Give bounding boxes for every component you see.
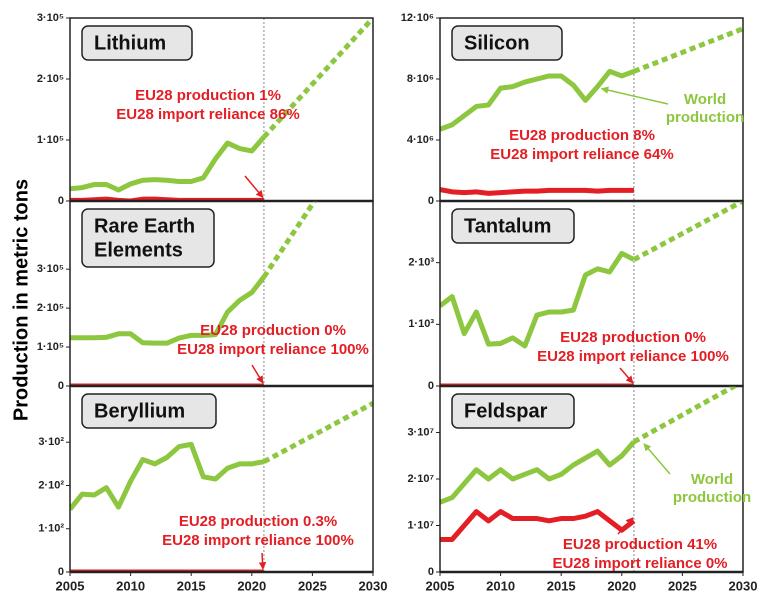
annotation: EU28 production 41% bbox=[563, 536, 717, 553]
y-tick-label: 0 bbox=[58, 566, 64, 578]
annotation: EU28 production 0.3% bbox=[179, 513, 337, 530]
y-tick-label: 2·10⁵ bbox=[37, 302, 64, 314]
annotation: EU28 import reliance 0% bbox=[552, 555, 727, 572]
series-label: production bbox=[673, 489, 751, 506]
plot-area bbox=[440, 201, 743, 386]
x-tick-label: 2010 bbox=[486, 578, 515, 593]
annotation: EU28 import reliance 100% bbox=[537, 348, 729, 365]
panel-title: Silicon bbox=[464, 32, 530, 54]
panel-title: Feldspar bbox=[464, 400, 548, 422]
title-box bbox=[451, 393, 575, 429]
series-line bbox=[440, 250, 636, 349]
x-tick-label: 2010 bbox=[116, 578, 145, 593]
plot-area bbox=[440, 26, 743, 196]
title-box bbox=[451, 208, 575, 244]
y-tick-label: 3·10⁷ bbox=[407, 426, 434, 438]
annotation-arrow bbox=[617, 517, 634, 535]
series-label: production bbox=[666, 109, 744, 126]
x-tick-label: 2005 bbox=[56, 578, 85, 593]
y-tick-label: 3·10² bbox=[38, 436, 64, 448]
series-line bbox=[440, 509, 636, 542]
y-tick-label: 3·10⁵ bbox=[37, 12, 64, 24]
y-tick-label: 3·10⁵ bbox=[37, 263, 64, 275]
plot-area bbox=[440, 386, 740, 542]
y-tick-label: 0 bbox=[428, 380, 434, 392]
x-tick-label: 2025 bbox=[298, 578, 327, 593]
annotation: EU28 import reliance 64% bbox=[490, 146, 673, 163]
y-tick-label: 1·10³ bbox=[408, 318, 434, 330]
series-line bbox=[632, 201, 743, 262]
annotation-arrow bbox=[244, 175, 264, 198]
title-box bbox=[81, 25, 193, 61]
title-box bbox=[81, 393, 217, 429]
y-tick-label: 0 bbox=[58, 380, 64, 392]
annotation: EU28 production 0% bbox=[560, 329, 706, 346]
y-tick-label: 1·10⁵ bbox=[37, 341, 64, 353]
series-label: World bbox=[691, 471, 733, 488]
x-tick-label: 2015 bbox=[547, 578, 576, 593]
panel: 0 1·10⁷ 2·10⁷ 3·10⁷ 2005 2010 2015 2020 2025 2030… bbox=[407, 385, 758, 593]
y-tick-label: 1·10⁷ bbox=[407, 519, 434, 531]
annotation: EU28 import reliance 100% bbox=[177, 341, 369, 358]
panel-title: Tantalum bbox=[464, 215, 551, 237]
series-line bbox=[633, 26, 743, 74]
y-tick-label: 1·10² bbox=[38, 523, 64, 535]
y-tick-label: 0 bbox=[428, 566, 434, 578]
x-tick-label: 2025 bbox=[668, 578, 697, 593]
x-tick-label: 2030 bbox=[729, 578, 758, 593]
y-tick-label: 12·10⁶ bbox=[401, 12, 434, 24]
annotation-arrow bbox=[258, 552, 267, 570]
panel-title: Lithium bbox=[94, 32, 166, 54]
title-box bbox=[451, 25, 563, 61]
annotation: EU28 import reliance 100% bbox=[162, 532, 354, 549]
series-label: World bbox=[684, 91, 726, 108]
y-tick-label: 1·10⁵ bbox=[37, 134, 64, 146]
y-tick-label: 2·10² bbox=[38, 479, 64, 491]
y-tick-label: 2·10³ bbox=[408, 257, 434, 269]
series-line bbox=[70, 275, 266, 346]
annotation: EU28 production 0% bbox=[200, 322, 346, 339]
plot-area bbox=[70, 401, 373, 572]
series-label-arrow bbox=[643, 443, 671, 475]
series-label-arrow bbox=[600, 86, 669, 105]
panel-title: Rare Earth bbox=[94, 215, 195, 237]
series-line bbox=[440, 68, 635, 132]
annotation: EU28 production 1% bbox=[135, 87, 281, 104]
annotation-arrow bbox=[619, 367, 634, 384]
y-tick-label: 0 bbox=[58, 195, 64, 207]
series-line bbox=[70, 441, 265, 511]
y-tick-label: 8·10⁶ bbox=[407, 73, 434, 85]
panel-title: Elements bbox=[94, 239, 183, 261]
x-tick-label: 2020 bbox=[237, 578, 266, 593]
y-tick-label: 0 bbox=[428, 195, 434, 207]
annotation: EU28 production 8% bbox=[509, 127, 655, 144]
y-tick-label: 2·10⁷ bbox=[407, 473, 434, 485]
panel: 0 1·10² 2·10² 3·10² 2005 2010 2015 2020 2025 2030… bbox=[38, 385, 388, 593]
series-line bbox=[440, 440, 636, 505]
panel: 0 4·10⁶ 8·10⁶ 12·10⁶ Silicon EU28 production … bbox=[401, 12, 744, 207]
x-tick-label: 2015 bbox=[177, 578, 206, 593]
series-line bbox=[632, 386, 740, 444]
panel-title: Beryllium bbox=[94, 400, 185, 422]
x-tick-label: 2020 bbox=[607, 578, 636, 593]
series-line bbox=[262, 18, 373, 139]
plot-area bbox=[70, 201, 318, 386]
panel: 0 1·10³ 2·10³ Tantalum EU28 production 0% EU2… bbox=[408, 200, 744, 392]
x-tick-label: 2005 bbox=[426, 578, 455, 593]
y-tick-label: 2·10⁵ bbox=[37, 73, 64, 85]
series-line bbox=[440, 187, 634, 196]
series-line bbox=[70, 135, 266, 193]
y-tick-label: 4·10⁶ bbox=[407, 134, 434, 146]
annotation-arrow bbox=[251, 364, 264, 384]
panel: 0 1·10⁵ 2·10⁵ 3·10⁵ Lithium EU28 production 1… bbox=[37, 12, 374, 207]
series-line bbox=[261, 201, 318, 279]
x-tick-label: 2030 bbox=[359, 578, 388, 593]
title-box bbox=[81, 208, 215, 268]
annotation: EU28 import reliance 86% bbox=[116, 106, 299, 123]
series-line bbox=[262, 401, 373, 464]
y-axis-label: Production in metric tons bbox=[10, 179, 32, 421]
